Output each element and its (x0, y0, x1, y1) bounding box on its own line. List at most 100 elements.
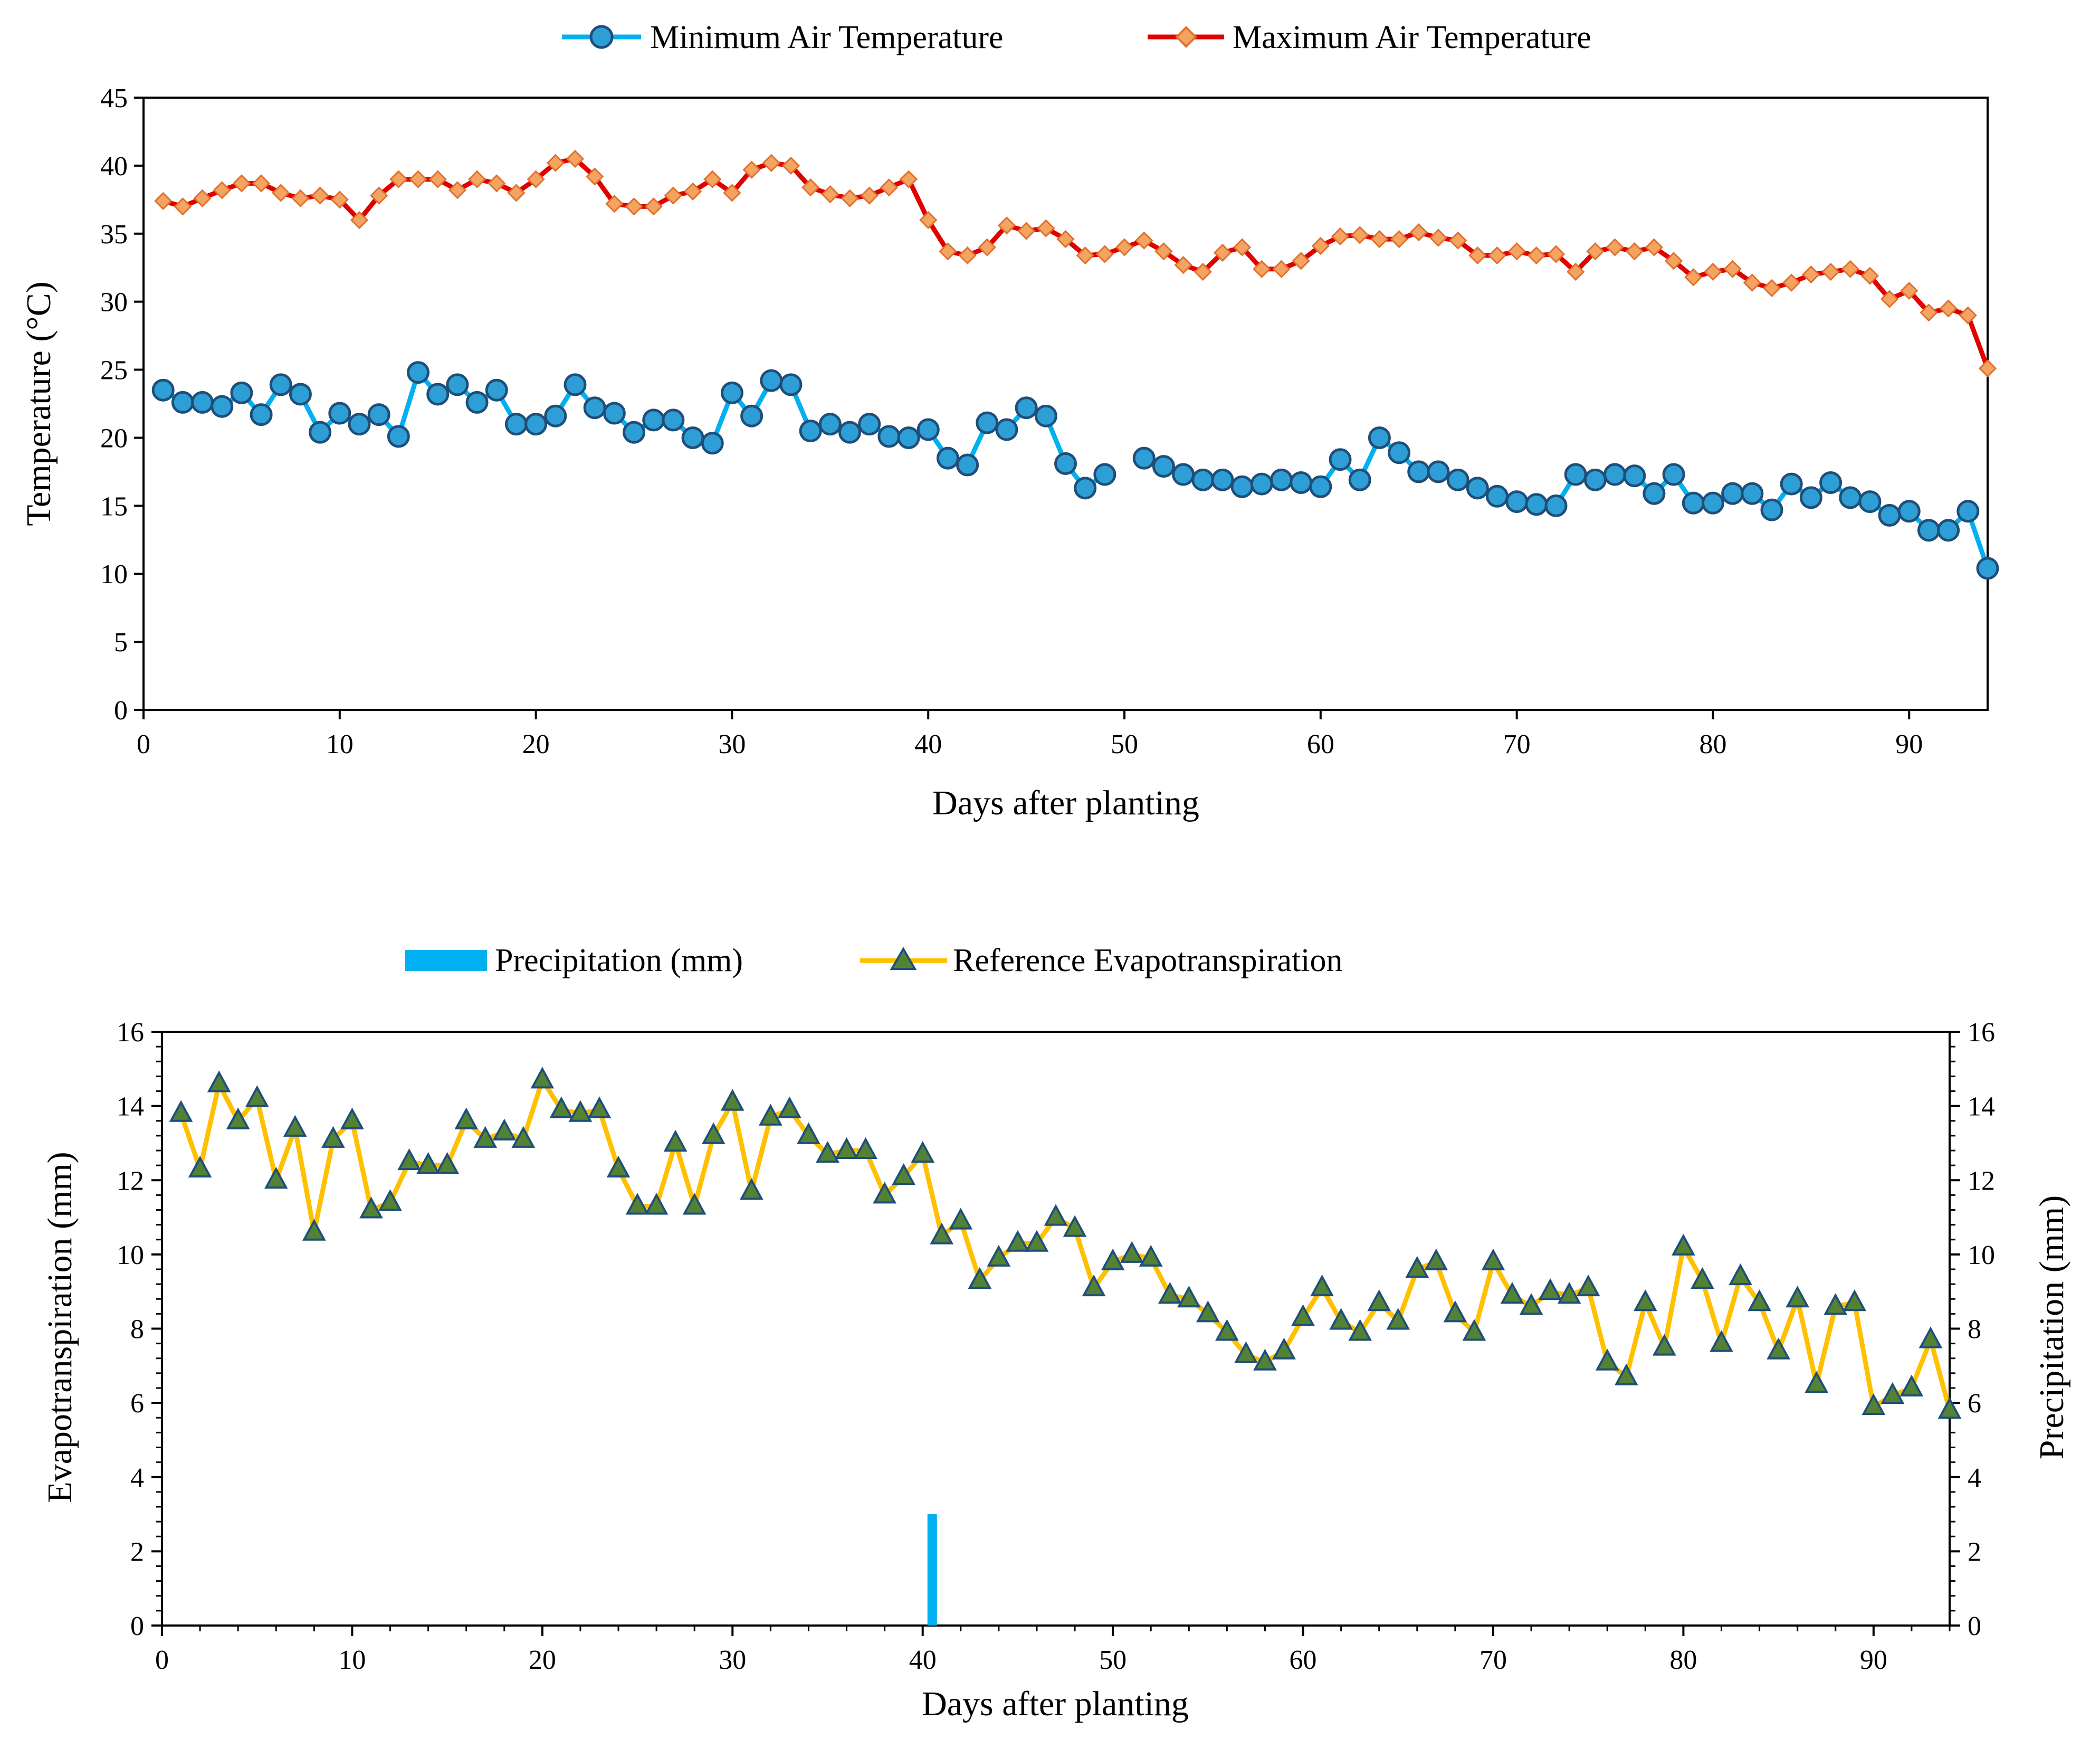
legend-marker-et (890, 947, 917, 970)
et-point (492, 1118, 517, 1141)
min-temp-point (976, 411, 999, 434)
et-point (1691, 1267, 1714, 1289)
min-temp-point (1211, 468, 1234, 491)
x-axis-title: Days after planting (932, 784, 1199, 822)
et-point (1881, 1382, 1905, 1404)
et-point (207, 1070, 231, 1092)
min-temp-point (1682, 491, 1705, 515)
max-temp-point (801, 178, 820, 197)
min-temp-point (1544, 494, 1568, 517)
max-temp-point (1645, 238, 1664, 256)
min-temp-point (583, 396, 606, 420)
y-tick-label: 6 (130, 1389, 144, 1419)
min-temp-point (230, 381, 253, 404)
min-temp-point (818, 413, 842, 436)
max-temp-point (1664, 252, 1683, 270)
min-temp-point (1505, 490, 1529, 514)
min-temp-point (504, 413, 528, 436)
legend-label-max-temp: Maximum Air Temperature (1233, 20, 1591, 55)
et-point (644, 1193, 669, 1215)
min-temp-point (1348, 468, 1371, 491)
et-point (854, 1137, 877, 1159)
min-temp-point (387, 425, 410, 448)
min-temp-point (1074, 477, 1097, 500)
x-tick-label: 0 (155, 1645, 169, 1675)
x-tick-label: 90 (1860, 1645, 1887, 1675)
y-tick-label: 10 (117, 1240, 144, 1270)
min-temp-point (1290, 471, 1313, 495)
min-temp-point (1329, 448, 1352, 471)
et-point (511, 1126, 536, 1148)
max-temp-point (880, 178, 898, 197)
y-tick-label: 0 (114, 696, 128, 726)
et-point (873, 1182, 896, 1204)
et-point (1120, 1241, 1144, 1263)
min-temp-point (426, 383, 450, 406)
y-tick-label: 20 (100, 423, 128, 453)
min-temp-point (1269, 468, 1293, 491)
et-point (1481, 1248, 1505, 1270)
et-point (1386, 1308, 1410, 1330)
et-point (1329, 1308, 1353, 1330)
et-point (949, 1208, 973, 1230)
min-temp-point (465, 391, 489, 414)
min-temp-point (838, 421, 862, 444)
max-temp-point (350, 211, 369, 230)
et-point (1177, 1286, 1201, 1308)
et-point (1500, 1282, 1524, 1304)
max-temp-point (1684, 268, 1703, 287)
min-temp-point (250, 403, 273, 426)
max-temp-point (899, 170, 918, 188)
min-temp-point (328, 402, 351, 425)
min-temp-point (720, 381, 743, 404)
max-temp-point (174, 197, 192, 216)
x-tick-label: 70 (1479, 1645, 1507, 1675)
max-temp-point (860, 186, 879, 205)
max-temp-point (1370, 230, 1389, 249)
min-temp-point (1034, 404, 1057, 427)
et-point (701, 1122, 726, 1144)
max-temp-point (919, 211, 938, 230)
min-temp-point (662, 408, 685, 432)
x-axis: 0 10 20 30 40 50 60 70 80 90 (137, 710, 1923, 759)
min-temp-point (1152, 455, 1175, 478)
max-temp-point (154, 192, 173, 211)
min-temp-point (858, 413, 881, 436)
x-tick-label: 0 (137, 729, 150, 759)
min-temp-point (1956, 500, 1980, 523)
et-point (435, 1152, 459, 1174)
legend-label-min-temp: Minimum Air Temperature (650, 20, 1004, 55)
x-tick-label: 30 (719, 1645, 746, 1675)
min-temp-point (407, 361, 430, 384)
max-temp-point (1507, 242, 1526, 261)
x-tick-label: 90 (1895, 729, 1923, 759)
max-temp-point (1743, 273, 1761, 292)
max-temp-point (1920, 303, 1938, 322)
max-temp-point (1233, 238, 1252, 256)
y-axis-right: 0 2 4 6 8 10 12 14 16 (1950, 1018, 1995, 1641)
max-temp-point (1095, 245, 1114, 263)
et-point (1519, 1293, 1543, 1315)
et-point (1824, 1293, 1848, 1315)
max-temp-point (1547, 245, 1566, 263)
y-axis-title: Temperature (°C) (20, 281, 58, 526)
y-axis-title-right: Precipitation (mm) (2032, 1195, 2071, 1459)
et-point (1748, 1289, 1771, 1312)
max-temp-point (821, 185, 839, 204)
min-temp-point (623, 421, 646, 444)
min-temp-point (446, 373, 469, 396)
max-temp-point (1409, 223, 1428, 242)
et-point (1025, 1230, 1049, 1252)
series-markers (151, 149, 1999, 580)
min-temp-point (524, 413, 548, 436)
min-temp-point (1564, 463, 1587, 486)
et-point (1710, 1330, 1733, 1352)
min-temp-point (1191, 468, 1215, 491)
min-temp-point (1858, 490, 1882, 514)
max-temp-point (467, 170, 486, 188)
min-temp-point (760, 369, 783, 392)
max-temp-point (1351, 226, 1369, 244)
min-temp-point (309, 421, 332, 444)
max-temp-point (409, 170, 427, 188)
x-tick-label: 60 (1290, 1645, 1317, 1675)
